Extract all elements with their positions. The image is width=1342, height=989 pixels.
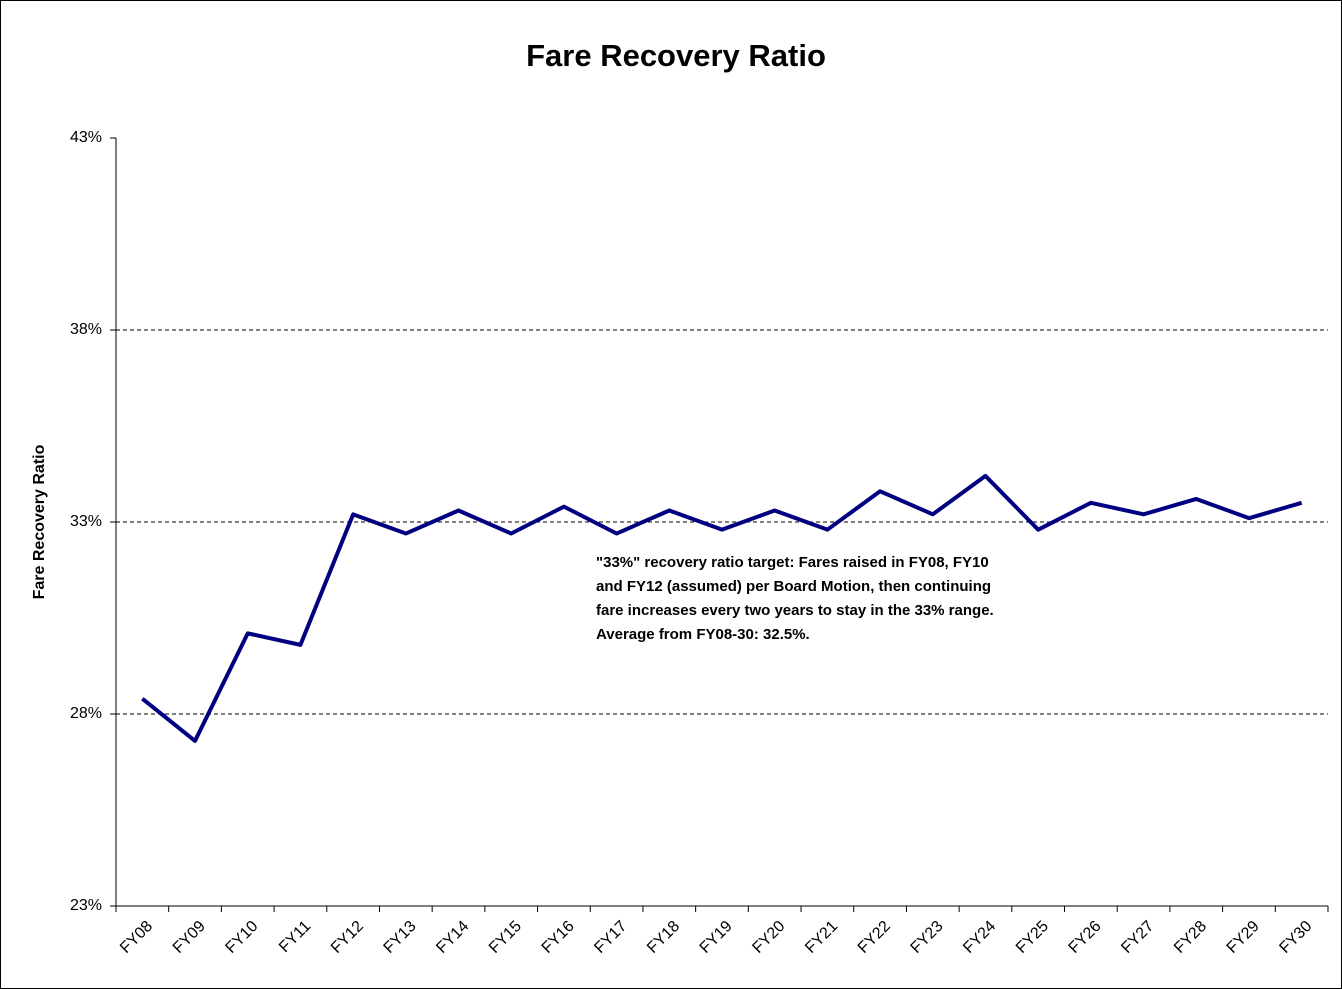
y-tick-label: 38% <box>70 321 102 338</box>
y-tick-label: 28% <box>70 705 102 722</box>
data-line <box>141 473 1303 743</box>
y-tick-label: 23% <box>70 897 102 914</box>
y-tick-label: 33% <box>70 513 102 530</box>
y-tick-label: 43% <box>70 129 102 146</box>
annotation: Average from FY08-30: 32.5%. <box>596 626 810 643</box>
annotation: "33%" recovery ratio target: Fares raise… <box>596 554 989 571</box>
annotation: and FY12 (assumed) per Board Motion, the… <box>596 578 991 595</box>
y-axis-title: Fare Recovery Ratio <box>31 444 48 599</box>
annotation: fare increases every two years to stay i… <box>596 602 994 619</box>
chart-title: Fare Recovery Ratio <box>526 38 826 73</box>
